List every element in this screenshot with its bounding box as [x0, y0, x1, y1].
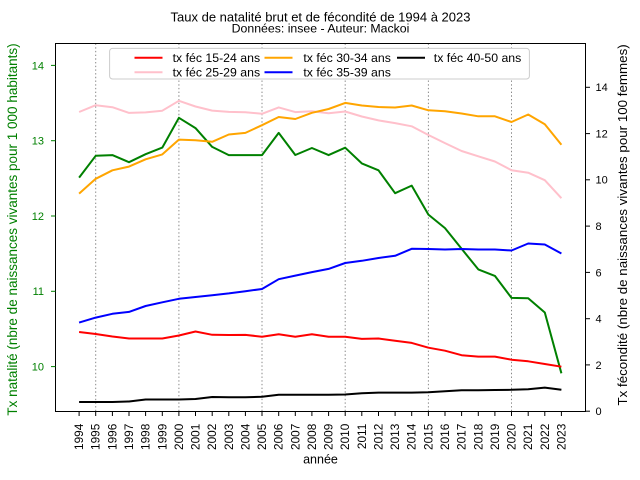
- svg-text:2009: 2009: [322, 424, 336, 450]
- svg-text:1999: 1999: [155, 424, 169, 450]
- svg-text:10: 10: [596, 175, 608, 187]
- svg-text:0: 0: [596, 406, 602, 418]
- svg-text:Taux de natalité brut et de fé: Taux de natalité brut et de fécondité de…: [171, 10, 471, 25]
- svg-text:2010: 2010: [338, 423, 352, 450]
- svg-text:2022: 2022: [538, 424, 552, 450]
- svg-text:Tx fécondité (nbre de naissanc: Tx fécondité (nbre de naissances vivante…: [615, 44, 630, 405]
- svg-text:1996: 1996: [105, 423, 119, 450]
- svg-text:2018: 2018: [471, 423, 485, 450]
- svg-text:11: 11: [33, 286, 44, 298]
- svg-text:2015: 2015: [421, 423, 435, 450]
- svg-text:tx féc 15-24 ans: tx féc 15-24 ans: [173, 51, 261, 65]
- svg-text:12: 12: [596, 129, 608, 141]
- svg-text:tx féc 25-29 ans: tx féc 25-29 ans: [173, 66, 261, 80]
- svg-text:2: 2: [596, 360, 602, 372]
- svg-text:2011: 2011: [355, 424, 369, 449]
- svg-text:2003: 2003: [222, 423, 236, 450]
- svg-text:2008: 2008: [305, 423, 319, 450]
- svg-text:2021: 2021: [521, 424, 535, 450]
- svg-text:2023: 2023: [554, 423, 568, 450]
- svg-text:1994: 1994: [72, 423, 86, 450]
- svg-text:2019: 2019: [488, 424, 502, 450]
- svg-text:8: 8: [596, 221, 602, 233]
- svg-text:6: 6: [596, 267, 602, 279]
- svg-text:1998: 1998: [139, 423, 153, 450]
- svg-text:2001: 2001: [189, 424, 203, 450]
- svg-text:année: année: [303, 453, 338, 467]
- svg-text:tx féc 40-50 ans: tx féc 40-50 ans: [434, 51, 522, 65]
- svg-text:12: 12: [32, 211, 44, 223]
- svg-text:2013: 2013: [388, 423, 402, 450]
- svg-text:2012: 2012: [372, 424, 386, 450]
- svg-text:2007: 2007: [288, 424, 302, 450]
- svg-text:Tx natalité (nbre de naissance: Tx natalité (nbre de naissances vivantes…: [5, 43, 20, 415]
- svg-text:tx féc 35-39 ans: tx féc 35-39 ans: [303, 66, 391, 80]
- svg-text:14: 14: [596, 82, 608, 94]
- svg-text:4: 4: [596, 314, 602, 326]
- svg-text:Données: insee - Auteur: Macko: Données: insee - Auteur: Mackoi: [232, 22, 410, 36]
- svg-text:2020: 2020: [505, 423, 519, 450]
- svg-text:10: 10: [32, 362, 44, 374]
- svg-text:2014: 2014: [405, 423, 419, 450]
- svg-text:2002: 2002: [205, 424, 219, 450]
- svg-text:1997: 1997: [122, 424, 136, 450]
- svg-text:14: 14: [32, 60, 44, 72]
- svg-text:1995: 1995: [89, 423, 103, 450]
- svg-text:2006: 2006: [272, 423, 286, 450]
- svg-text:tx féc 30-34 ans: tx féc 30-34 ans: [303, 51, 391, 65]
- svg-text:2016: 2016: [438, 423, 452, 450]
- svg-text:2017: 2017: [455, 424, 469, 450]
- svg-text:2000: 2000: [172, 423, 186, 450]
- svg-text:2004: 2004: [238, 423, 252, 450]
- svg-text:2005: 2005: [255, 423, 269, 450]
- svg-text:13: 13: [32, 136, 44, 148]
